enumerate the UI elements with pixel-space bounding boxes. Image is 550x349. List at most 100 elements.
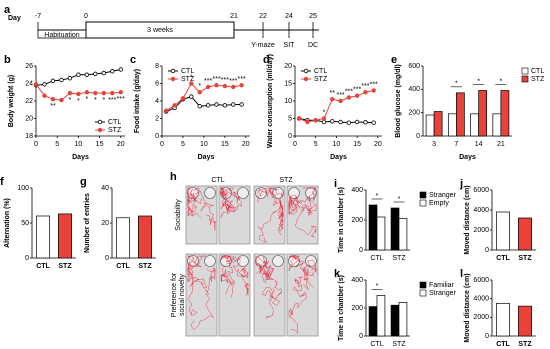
x-tick-label: 3 xyxy=(432,141,436,148)
timeline-day: 0 xyxy=(84,13,88,20)
panel-letter: c xyxy=(130,54,136,66)
significance: * xyxy=(398,196,401,203)
y-tick-label: 6 xyxy=(155,80,159,87)
data-point xyxy=(67,76,73,81)
data-point xyxy=(371,88,376,93)
data-point xyxy=(189,81,194,86)
track xyxy=(288,187,317,238)
y-tick-label: 6000 xyxy=(473,277,489,284)
panel-letter: k xyxy=(334,268,341,280)
panel-letter: i xyxy=(334,178,337,190)
y-tick-label: 20 xyxy=(101,220,109,227)
y-tick-label: 600 xyxy=(408,63,420,70)
significance: * xyxy=(455,81,458,88)
legend-swatch xyxy=(419,191,427,199)
y-tick-label: 0 xyxy=(288,133,292,140)
y-tick-label: 20 xyxy=(284,63,292,70)
y-tick-label: 0 xyxy=(359,333,363,340)
significance: ** xyxy=(330,90,336,97)
timeline-day: 22 xyxy=(259,13,267,20)
timeline-day: 24 xyxy=(285,13,293,20)
x-tick-label: 7 xyxy=(454,141,458,148)
bar xyxy=(518,217,532,251)
y-tick-label: 200 xyxy=(408,110,420,117)
data-point xyxy=(330,97,335,102)
cage xyxy=(204,187,216,199)
series-line xyxy=(298,90,374,123)
significance: *** xyxy=(221,77,229,84)
y-tick-label: 26 xyxy=(25,63,33,70)
data-point xyxy=(197,90,202,95)
data-point xyxy=(93,90,98,96)
panel-letter: a xyxy=(4,4,11,16)
data-point xyxy=(354,119,360,125)
bar xyxy=(116,217,130,259)
significance: *** xyxy=(229,78,237,85)
bar xyxy=(58,213,72,259)
row-label: Sociability xyxy=(175,199,182,231)
y-tick-label: 4000 xyxy=(473,207,489,214)
x-axis-label: Days xyxy=(459,154,476,161)
panel-letter: h xyxy=(170,171,177,183)
event-label: DC xyxy=(308,42,318,49)
data-point xyxy=(371,120,376,125)
bar xyxy=(433,111,443,137)
data-point xyxy=(84,90,90,95)
phase-label: 3 weeks xyxy=(147,27,173,34)
series-line xyxy=(35,69,121,86)
series-line xyxy=(298,118,374,124)
data-point xyxy=(42,93,47,98)
track xyxy=(220,255,249,298)
bar xyxy=(425,114,435,137)
track xyxy=(187,187,216,231)
y-tick-label: 200 xyxy=(351,305,363,312)
bar xyxy=(496,211,510,251)
x-tick-label: 0 xyxy=(34,141,38,148)
x-tick-label: STZ xyxy=(138,263,152,270)
data-point xyxy=(76,72,81,77)
data-point xyxy=(118,67,123,72)
bar xyxy=(376,216,386,251)
y-tick-label: 5 xyxy=(288,115,292,122)
y-tick-label: 10 xyxy=(284,98,292,105)
y-tick-label: 18 xyxy=(25,133,33,140)
data-point xyxy=(363,120,368,125)
y-axis-label: Food intake (g/day) xyxy=(134,69,141,133)
track xyxy=(256,187,284,243)
phase-box xyxy=(37,29,87,39)
data-point xyxy=(50,97,56,102)
data-point xyxy=(110,69,115,74)
timeline-day: 25 xyxy=(309,13,317,20)
legend-label: Stranger xyxy=(429,290,457,297)
track xyxy=(288,255,317,335)
column-label: STZ xyxy=(279,177,293,184)
bar xyxy=(390,207,400,251)
panel-letter: l xyxy=(460,268,463,280)
y-axis-label: Body weight (g) xyxy=(8,75,15,128)
y-tick-label: 24 xyxy=(25,80,33,87)
y-axis-label: Water consumption (ml/day) xyxy=(267,54,274,148)
data-point xyxy=(231,102,236,107)
significance: *** xyxy=(117,96,125,103)
data-point xyxy=(67,90,73,96)
x-tick-label: 10 xyxy=(200,141,208,148)
data-point xyxy=(354,93,360,98)
data-point xyxy=(205,103,211,108)
legend-swatch xyxy=(521,75,529,83)
x-tick-label: CTL xyxy=(496,341,510,348)
track xyxy=(255,255,283,319)
x-tick-label: STZ xyxy=(58,263,72,270)
track xyxy=(187,255,216,331)
column-label: CTL xyxy=(211,177,224,184)
significance: *** xyxy=(353,87,361,94)
significance: * xyxy=(500,78,503,85)
data-point xyxy=(231,84,236,90)
significance: *** xyxy=(204,78,212,85)
bar xyxy=(36,215,50,259)
data-point xyxy=(163,108,169,113)
bar xyxy=(470,113,479,137)
x-tick-label: 21 xyxy=(497,141,505,148)
data-point xyxy=(50,78,56,84)
x-tick-label: 15 xyxy=(96,141,104,148)
